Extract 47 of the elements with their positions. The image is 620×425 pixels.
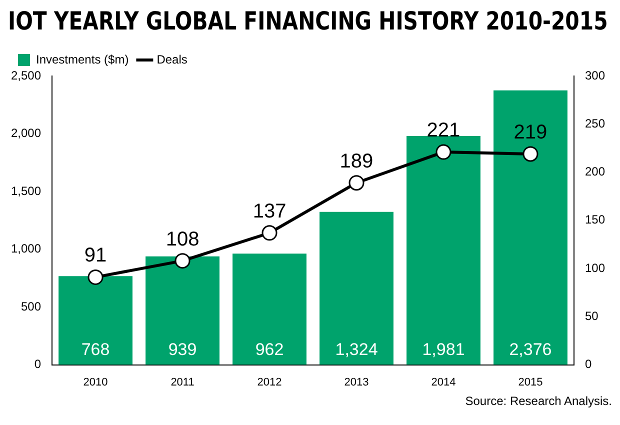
x-tick-label: 2014 — [431, 376, 456, 388]
data-label: 108 — [166, 228, 200, 250]
y2-tick-label: 50 — [584, 308, 599, 323]
point — [88, 269, 104, 285]
x-tick-label: 2011 — [170, 376, 194, 388]
x-tick-label: 2010 — [83, 376, 108, 388]
legend-label: Investments ($m) — [36, 52, 129, 66]
data-label: 939 — [168, 340, 197, 359]
y2-tick-label: 0 — [584, 357, 592, 372]
y2-tick-label: 100 — [584, 260, 606, 275]
y-tick-label: 2,500 — [11, 68, 42, 82]
y-tick-label: 1,500 — [11, 184, 42, 198]
point — [174, 253, 190, 269]
data-label: 219 — [514, 121, 548, 144]
data-label: 137 — [252, 200, 286, 222]
y-tick-label: 1,000 — [11, 242, 42, 256]
bar — [406, 136, 480, 365]
bar — [320, 212, 394, 365]
source-note: Source: Research Analysis. — [464, 394, 612, 408]
bar — [58, 276, 132, 365]
data-label: 2,376 — [509, 340, 552, 359]
y2-tick-label: 250 — [584, 116, 606, 130]
y2-tick-label: 200 — [584, 164, 606, 179]
point — [348, 175, 364, 191]
x-tick-label: 2015 — [518, 376, 543, 388]
point — [262, 225, 278, 241]
bar — [494, 90, 568, 365]
bar — [146, 256, 220, 365]
y-tick-label: 0 — [34, 357, 42, 372]
x-tick-label: 2013 — [344, 376, 369, 388]
point — [436, 144, 452, 160]
legend-label: Deals — [156, 52, 188, 66]
data-label: 189 — [340, 150, 374, 172]
point — [522, 146, 538, 162]
data-label: 1,981 — [422, 340, 465, 359]
data-label: 768 — [81, 340, 110, 359]
x-tick-label: 2012 — [257, 376, 282, 388]
y2-tick-label: 300 — [584, 68, 606, 82]
chart-title: IOT YEARLY GLOBAL FINANCING HISTORY 2010-2015 — [8, 8, 608, 36]
data-label: 962 — [255, 340, 284, 359]
y-tick-label: 500 — [21, 299, 42, 314]
data-label: 91 — [84, 244, 107, 267]
y2-tick-label: 150 — [584, 212, 606, 227]
data-label: 221 — [426, 120, 460, 142]
data-label: 1,324 — [335, 340, 378, 359]
bar — [232, 254, 306, 365]
y-tick-label: 2,000 — [11, 126, 42, 140]
